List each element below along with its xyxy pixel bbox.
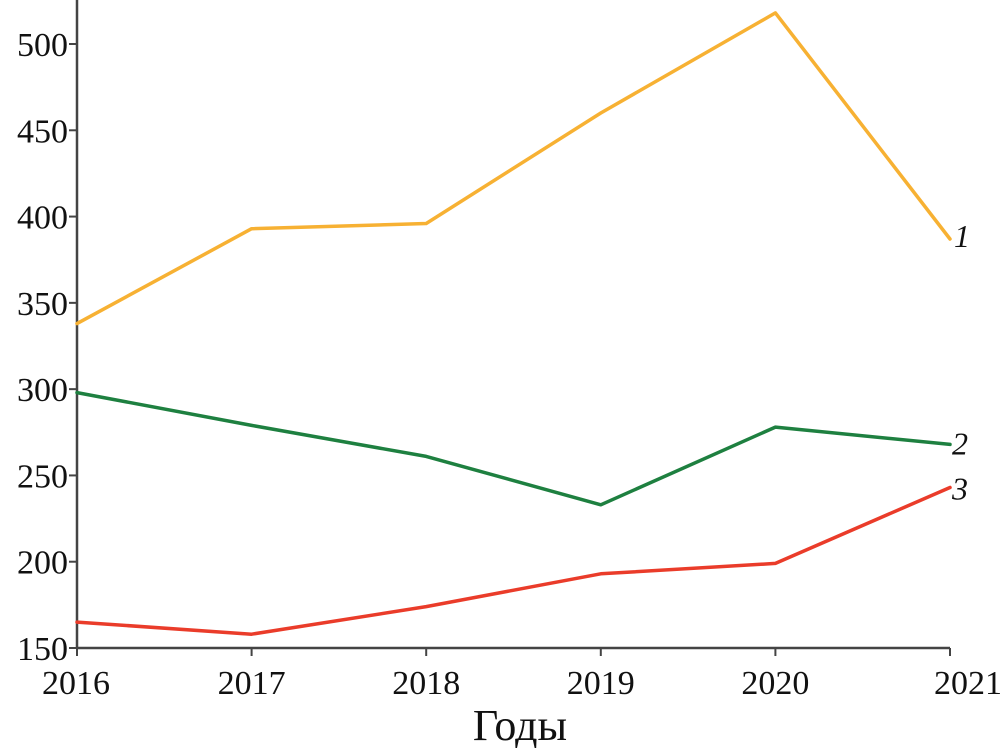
series-line-3: [75, 485, 952, 636]
y-tick-label: 400: [17, 200, 68, 237]
x-ticks: 2016 2017 2018 2019 2020 2021: [42, 648, 1002, 702]
axes: [75, 0, 950, 650]
x-tick-label: 2019: [567, 665, 635, 702]
y-tick-label: 250: [17, 458, 68, 495]
x-tick-label: 2016: [42, 665, 110, 702]
series-label-3: 3: [951, 471, 968, 507]
y-tick-label: 150: [17, 631, 68, 668]
y-tick-label: 200: [17, 545, 68, 582]
series-labels: 1 2 3: [951, 218, 970, 507]
y-tick-label: 350: [17, 286, 68, 323]
x-tick-label: 2021: [934, 665, 1002, 702]
y-tick-label: 300: [17, 372, 68, 409]
x-tick-label: 2018: [392, 665, 460, 702]
series-line-1: [75, 11, 952, 326]
series-line-2: [75, 390, 952, 507]
y-tick-label: 450: [17, 113, 68, 150]
series-label-2: 2: [952, 425, 968, 461]
x-tick-label: 2017: [218, 665, 286, 702]
x-axis-title: Годы: [473, 701, 567, 748]
y-tick-label: 500: [17, 27, 68, 64]
y-ticks: 150 200 250 300 350 400 450 500: [17, 27, 77, 668]
series-layer: [75, 11, 952, 636]
x-tick-label: 2020: [741, 665, 809, 702]
series-label-1: 1: [954, 218, 970, 254]
